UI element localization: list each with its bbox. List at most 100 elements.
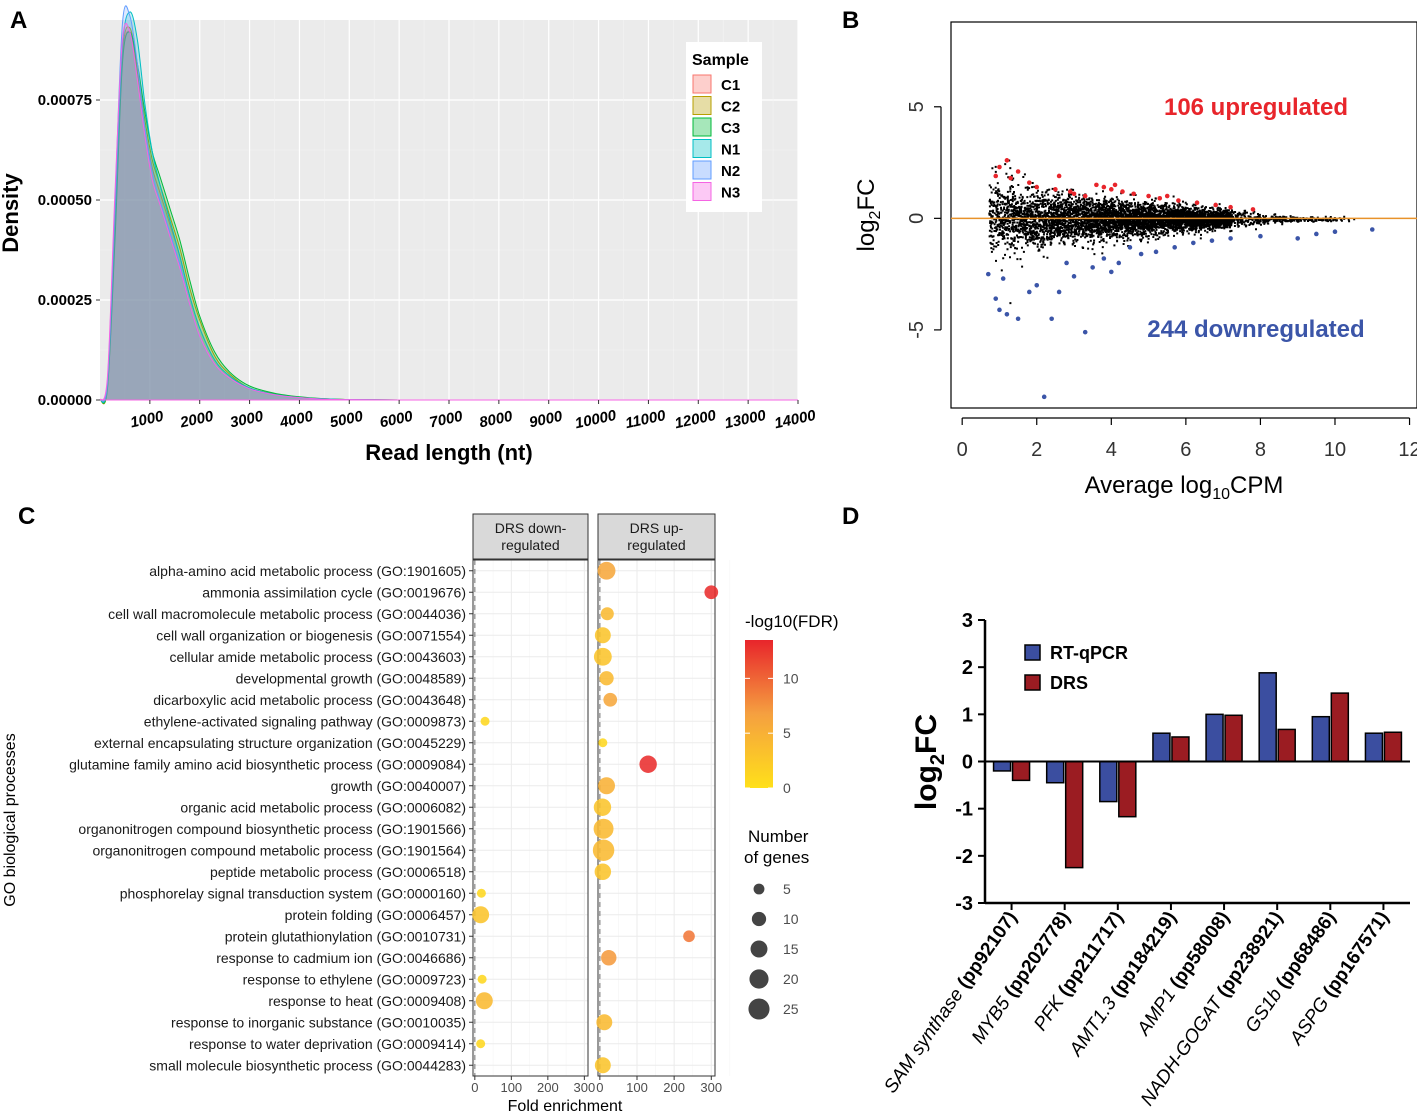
- panel-a-x-tick-label: 9000: [528, 408, 565, 432]
- panel-a-y-tick-labels: 0.00000 0.00025 0.00050 0.00075: [38, 92, 100, 409]
- bar-rtqpcr: [1364, 732, 1384, 763]
- panel-b-y-tick-label: -5: [906, 321, 928, 339]
- go-term-label: peptide metabolic process (GO:0006518): [210, 864, 466, 880]
- up-point: [1004, 158, 1010, 163]
- legend-swatch-c2: [692, 96, 712, 115]
- panel-b-y-tick-label: 0: [906, 213, 928, 224]
- up-point: [1157, 195, 1163, 201]
- bar-drs: [1277, 728, 1296, 763]
- go-term-label: cellular amide metabolic process (GO:004…: [170, 649, 466, 665]
- down-point: [997, 307, 1002, 313]
- up-point: [1164, 193, 1170, 199]
- panel-d-gene-label: AMP1 (pp58008): [1133, 908, 1234, 1040]
- panel-a-x-tick-label: 3000: [229, 408, 266, 432]
- density-area-n3: [99, 22, 798, 401]
- panel-b-y-tick-label: 5: [906, 101, 928, 112]
- panel-a-x-tick-label: 8000: [478, 408, 515, 432]
- panel-c-x-tick-label: 100: [500, 1080, 522, 1095]
- go-point: [480, 716, 490, 726]
- go-point: [683, 930, 695, 943]
- size-legend-dot: [748, 998, 770, 1020]
- legend-label-n2: N2: [721, 163, 740, 180]
- down-point: [1015, 316, 1021, 322]
- go-term-label: organic acid metabolic process (GO:00060…: [180, 799, 466, 815]
- legend-swatch-c1: [692, 74, 712, 94]
- down-point: [1295, 236, 1301, 241]
- go-term-label: cell wall macromolecule metabolic proces…: [108, 606, 466, 622]
- up-point: [1015, 169, 1021, 174]
- legend-swatch-n2: [692, 160, 712, 180]
- panel-c-y-axis-title: GO biological processes: [2, 733, 19, 906]
- panel-c-points: [472, 561, 719, 1074]
- panel-b-ma-plot: 0 2 4 6 8 10 12 -5 0 5 106 upregulated 244 downre…: [853, 21, 1417, 503]
- size-legend-label: 10: [783, 911, 799, 927]
- up-point: [1176, 198, 1181, 203]
- go-point: [639, 755, 657, 773]
- go-term-label: protein glutathionylation (GO:0010731): [225, 928, 466, 944]
- size-legend-label: 15: [783, 941, 799, 957]
- bar-drs: [1171, 736, 1190, 763]
- panel-d-y-axis-title: log2FC: [910, 714, 949, 810]
- bar-drs: [1064, 760, 1084, 869]
- panel-letter-d: D: [842, 503, 859, 530]
- panel-b-x-tick-label: 2: [1031, 439, 1042, 461]
- legend-swatch-c3: [692, 117, 712, 137]
- go-term-label: developmental growth (GO:0048589): [236, 670, 466, 686]
- go-point: [592, 839, 615, 861]
- go-term-label: glutamine family amino acid biosynthetic…: [69, 756, 466, 772]
- panel-c-facet-label: regulated: [627, 537, 685, 553]
- panel-c-x-tick-label: 200: [663, 1080, 685, 1095]
- panel-c-facet-border: [597, 559, 716, 1077]
- down-point: [1314, 231, 1319, 237]
- panel-d-y-tick-label: 0: [962, 752, 973, 774]
- panel-a-y-tick-label: 0.00050: [38, 192, 92, 209]
- go-point: [598, 777, 616, 795]
- go-term-label: response to cadmium ion (GO:0046686): [216, 950, 466, 966]
- down-point: [1101, 256, 1107, 261]
- panel-a-x-tick-label: 1000: [129, 408, 166, 432]
- down-point: [1127, 245, 1133, 250]
- panel-c-size-legend-title-2: of genes: [744, 848, 809, 867]
- panel-b-x-tick-label: 4: [1106, 439, 1117, 461]
- go-point: [704, 585, 719, 600]
- panel-a-x-tick-label: 4000: [277, 408, 315, 432]
- down-point: [1071, 274, 1077, 279]
- panel-a-y-axis-title: Density: [0, 173, 23, 253]
- go-point: [594, 1057, 611, 1074]
- panel-c-color-legend-title: -log10(FDR): [745, 612, 839, 631]
- panel-a-density-areas: [99, 5, 798, 405]
- panel-b-black-points: [988, 159, 1356, 305]
- go-point: [596, 1014, 613, 1031]
- panel-a-x-tick-label: 2000: [178, 408, 216, 432]
- size-legend-dot: [750, 940, 768, 958]
- down-point: [1172, 245, 1177, 250]
- panel-a-legend-box: [686, 42, 762, 212]
- panel-c-facet-strip: [472, 513, 589, 560]
- panel-b-downregulated-label: 244 downregulated: [1147, 316, 1364, 343]
- go-point: [598, 738, 608, 748]
- panel-a-gridlines: [100, 20, 799, 401]
- down-point: [1090, 265, 1095, 270]
- panel-c-go-term-labels: alpha-amino acid metabolic process (GO:1…: [69, 563, 473, 1073]
- panel-a-legend-title: Sample: [692, 52, 749, 69]
- panel-a-x-axis-title: Read length (nt): [365, 440, 532, 465]
- panel-d-y-tick-label: -3: [955, 893, 973, 915]
- go-term-label: response to ethylene (GO:0009723): [243, 971, 466, 987]
- up-point: [1146, 193, 1151, 199]
- panel-c-x-axis-title: Fold enrichment: [508, 1098, 623, 1113]
- panel-c-x-tick-label: 0: [596, 1080, 603, 1095]
- panel-a-x-tick-label: 13000: [723, 407, 768, 432]
- panel-c-facet-label: DRS up-: [630, 520, 684, 536]
- panel-c-facet-up: DRS up-regulated 0 100 200 300: [596, 513, 731, 1095]
- color-bar-tick-label: 5: [783, 725, 791, 741]
- go-term-label: alpha-amino acid metabolic process (GO:1…: [149, 563, 466, 579]
- panel-letter-c: C: [18, 503, 35, 530]
- go-point: [593, 798, 612, 816]
- up-point: [1034, 184, 1040, 190]
- panel-d-y-tick-label: -1: [955, 799, 973, 821]
- go-term-label: response to heat (GO:0009408): [268, 993, 466, 1009]
- down-point: [1153, 249, 1159, 255]
- go-term-label: organonitrogen compound metabolic proces…: [92, 842, 466, 858]
